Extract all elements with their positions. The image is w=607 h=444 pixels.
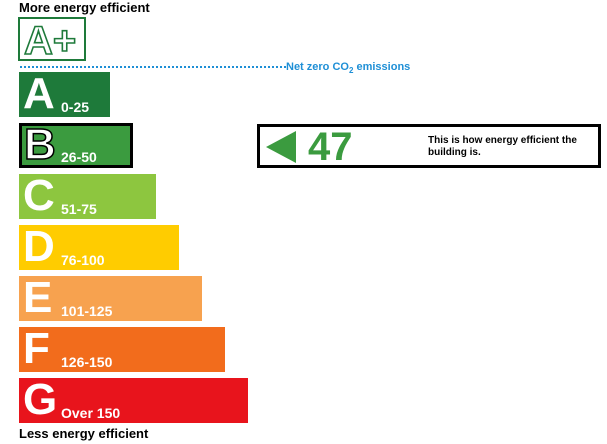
band-letter: E	[23, 273, 53, 322]
band-range: Over 150	[61, 405, 121, 421]
net-zero-label: Net zero CO2 emissions	[286, 61, 410, 75]
net-zero-dotted-line	[20, 66, 286, 68]
a-plus-text: A+	[24, 19, 76, 59]
band-c: C 51-75	[19, 171, 156, 220]
band-range: 101-125	[61, 303, 113, 319]
net-zero-subscript: 2	[348, 66, 354, 76]
band-letter: D	[23, 222, 55, 271]
band-range: 126-150	[61, 354, 113, 370]
band-a: A 0-25	[19, 69, 110, 118]
current-rating-description: This is how energy efficient the buildin…	[428, 135, 577, 158]
more-efficient-label: More energy efficient	[19, 0, 150, 15]
band-letter: G	[23, 375, 58, 424]
band-range: 76-100	[61, 252, 105, 268]
band-letter: A	[23, 69, 55, 118]
band-d: D 76-100	[19, 222, 179, 271]
band-f: F 126-150	[19, 324, 225, 373]
band-g: G Over 150	[19, 375, 248, 424]
a-plus-outline-icon: A+	[23, 19, 77, 59]
current-rating-box: 47 This is how energy efficient the buil…	[257, 124, 601, 168]
net-zero-prefix: Net zero CO	[286, 61, 349, 73]
rating-pointer-icon	[266, 131, 296, 163]
less-efficient-label: Less energy efficient	[19, 426, 149, 441]
band-e: E 101-125	[19, 273, 202, 322]
current-rating-value: 47	[308, 125, 353, 169]
band-range: 51-75	[61, 201, 97, 217]
band-range: 0-25	[61, 99, 90, 115]
band-letter: B	[23, 119, 56, 170]
band-b: B 26-50	[19, 119, 133, 170]
band-letter: C	[23, 171, 55, 220]
band-letter: F	[23, 324, 50, 373]
band-range: 26-50	[61, 149, 97, 165]
band-a-plus: A+	[18, 17, 86, 61]
net-zero-suffix: emissions	[353, 61, 411, 73]
